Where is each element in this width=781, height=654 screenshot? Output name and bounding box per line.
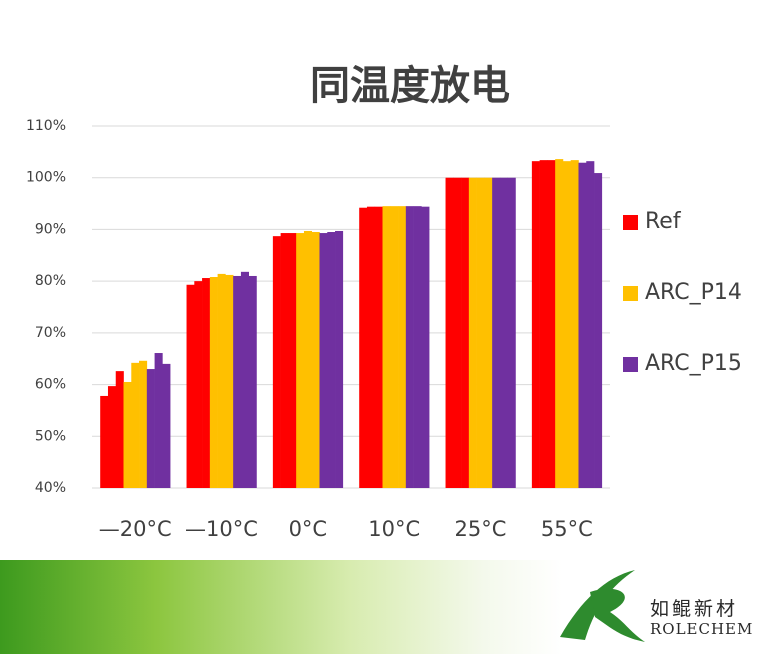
bar (162, 363, 171, 488)
x-tick-label: —20°C (99, 517, 172, 541)
bar (492, 177, 501, 488)
y-tick-label: 40% (35, 480, 66, 496)
bar (359, 207, 368, 489)
bar (248, 275, 257, 488)
x-tick-label: 25°C (455, 517, 507, 541)
x-tick-label: 55°C (541, 517, 593, 541)
brand-en: ROLECHEM (650, 620, 754, 638)
bar (507, 177, 516, 488)
bar (319, 233, 328, 488)
logo (560, 570, 645, 642)
bar (461, 177, 470, 488)
bar (202, 278, 211, 488)
bar (468, 177, 477, 488)
bar (335, 230, 344, 489)
bar (154, 353, 163, 488)
bar (272, 236, 281, 488)
bar (240, 271, 249, 488)
bar (476, 177, 485, 488)
chart-title: 同温度放电 (310, 63, 510, 109)
bar (398, 206, 407, 488)
y-tick-label: 80% (35, 273, 66, 289)
bar (366, 206, 376, 488)
x-tick-label: —10°C (185, 517, 258, 541)
bar (186, 284, 195, 488)
bar (413, 206, 422, 488)
legend-swatch (623, 286, 638, 301)
bar (531, 161, 540, 488)
y-tick-label: 70% (35, 325, 66, 341)
bar (445, 177, 454, 488)
bar (115, 371, 124, 488)
bar (405, 206, 414, 488)
y-tick-label: 60% (35, 377, 66, 393)
legend-label: ARC_P14 (645, 280, 742, 305)
x-tick-label: 10°C (368, 517, 420, 541)
bar (374, 206, 383, 488)
bar (539, 160, 548, 489)
x-tick-label: 0°C (289, 517, 328, 541)
bar (453, 177, 462, 488)
bar (146, 369, 155, 488)
footer-band (0, 560, 781, 654)
bar (586, 161, 595, 488)
legend-swatch (623, 215, 638, 230)
bar (123, 381, 132, 488)
bar (225, 274, 234, 488)
bar (555, 159, 564, 488)
bar (594, 173, 603, 488)
y-tick-label: 90% (35, 221, 66, 237)
bar (107, 386, 117, 488)
brand-cn: 如鲲新材 (650, 598, 739, 620)
y-tick-label: 100% (26, 170, 66, 186)
bar (562, 161, 572, 488)
legend-label: Ref (645, 209, 682, 234)
bar (311, 232, 320, 488)
bar (570, 160, 579, 489)
bar (233, 275, 242, 488)
bar (484, 177, 493, 488)
legend-label: ARC_P15 (645, 351, 742, 376)
bar (499, 177, 508, 488)
bar (100, 395, 109, 488)
y-tick-label: 110% (26, 118, 66, 134)
legend-swatch (623, 357, 638, 372)
chart: 同温度放电 40% 50% 60% 70% 80% 90% 100% 110% —20°C —10… (26, 63, 742, 541)
bar (382, 206, 391, 488)
bar (421, 206, 430, 488)
bar (209, 277, 218, 488)
bar (296, 233, 305, 488)
bar (288, 233, 297, 488)
bar (578, 162, 587, 488)
bar (131, 362, 140, 488)
bar (303, 230, 313, 489)
bar (217, 273, 226, 488)
bar (194, 281, 203, 488)
bar (280, 233, 289, 488)
y-tick-label: 50% (35, 428, 66, 444)
bar (390, 206, 399, 488)
bar (547, 160, 556, 489)
bar (327, 232, 336, 488)
bar (139, 360, 148, 488)
